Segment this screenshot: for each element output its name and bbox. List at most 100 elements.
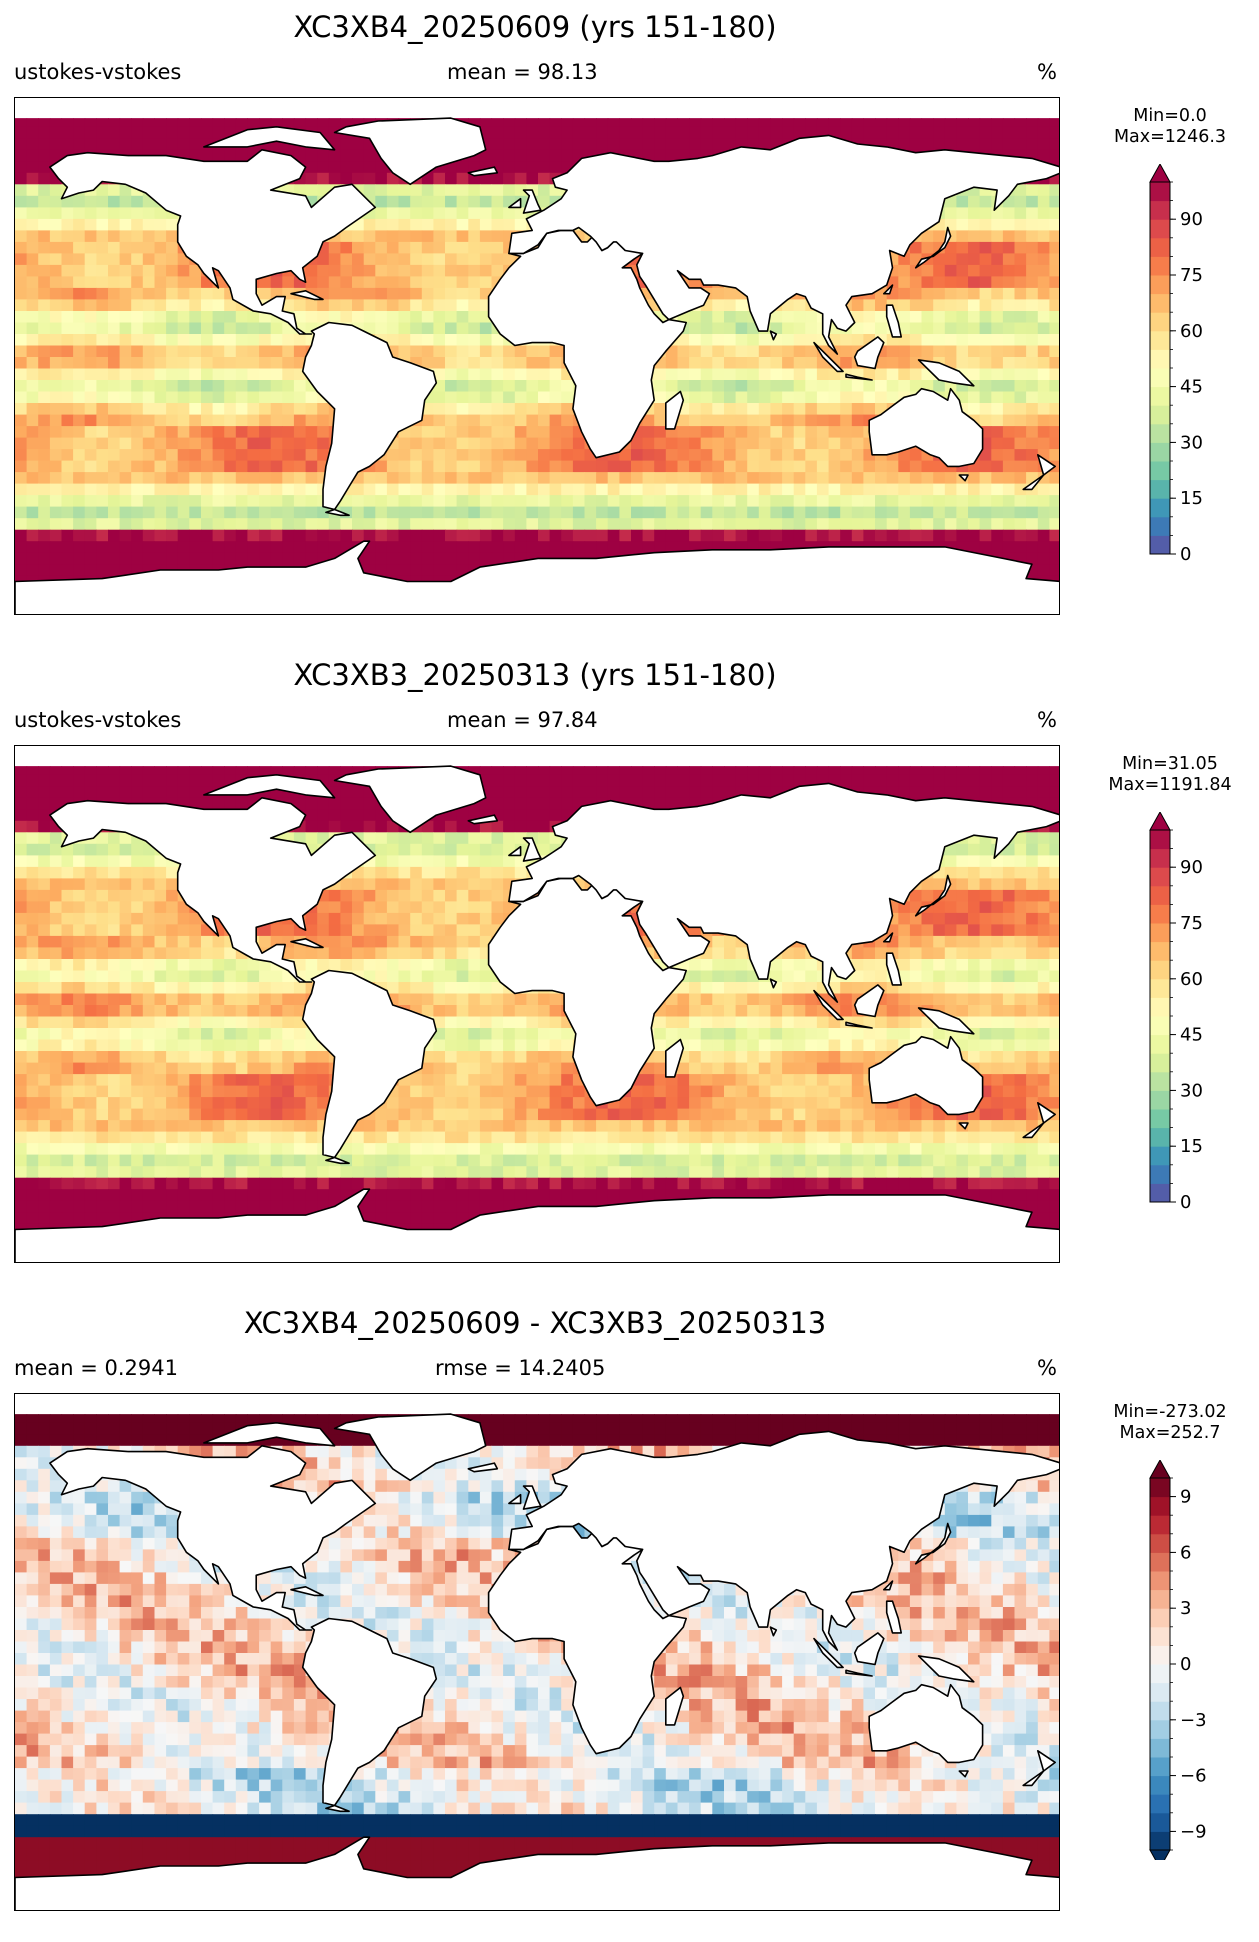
colorbar-segment	[1150, 517, 1170, 536]
colorbar-segment	[1150, 480, 1170, 499]
colorbar-segment	[1150, 997, 1170, 1016]
mean-label: mean = 0.2941	[14, 1356, 178, 1380]
colorbar-segment	[1150, 942, 1170, 961]
map-panel-2: XC3XB3_20250313 (yrs 151-180) ustokes-vs…	[0, 648, 1259, 1294]
colorbar-segment	[1150, 1146, 1170, 1165]
colorbar-segment	[1150, 849, 1170, 868]
panel-title: XC3XB4_20250609 - XC3XB3_20250313	[0, 1306, 1070, 1340]
colorbar-segment	[1150, 1552, 1170, 1571]
colorbar-segment	[1150, 1701, 1170, 1720]
colorbar-tick-label: 0	[1180, 1654, 1191, 1675]
variable-label: ustokes-vstokes	[14, 708, 181, 732]
world-map	[14, 1393, 1060, 1911]
colorbar-tick-label: −6	[1180, 1766, 1207, 1787]
map-canvas	[15, 1394, 1060, 1911]
map-canvas	[15, 746, 1060, 1263]
colorbar-tick-label: 60	[1180, 969, 1203, 990]
colorbar-segment	[1150, 1128, 1170, 1147]
colorbar-segment	[1150, 535, 1170, 554]
colorbar-tick-label: 75	[1180, 265, 1203, 286]
colorbar-segment	[1150, 1683, 1170, 1702]
colorbar-segment	[1150, 1608, 1170, 1627]
colorbar-segment	[1150, 1109, 1170, 1128]
units-label: %	[1037, 60, 1057, 84]
max-label: Max=1246.3	[1080, 127, 1259, 148]
colorbar-segment	[1150, 424, 1170, 443]
colorbar-segment	[1150, 201, 1170, 220]
colorbar-segment	[1150, 238, 1170, 257]
colorbar-tick-label: 90	[1180, 209, 1203, 230]
min-max-label: Min=31.05 Max=1191.84	[1080, 754, 1259, 796]
colorbar-segment	[1150, 830, 1170, 849]
colorbar-segment	[1150, 1813, 1170, 1832]
colorbar-segment	[1150, 904, 1170, 923]
colorbar-tick-label: 0	[1180, 1192, 1191, 1212]
colorbar-tick-label: 30	[1180, 432, 1203, 453]
colorbar-segment	[1150, 1738, 1170, 1757]
colorbar-segment	[1150, 1072, 1170, 1091]
max-label: Max=252.7	[1080, 1423, 1259, 1444]
colorbar-segment	[1150, 1571, 1170, 1590]
colorbar-tick-label: 15	[1180, 488, 1203, 509]
colorbar-segment	[1150, 1757, 1170, 1776]
colorbar-segment	[1150, 1053, 1170, 1072]
colorbar-segment	[1150, 275, 1170, 294]
colorbar-segment	[1150, 1090, 1170, 1109]
colorbar-segment	[1150, 294, 1170, 313]
colorbar-segment	[1150, 1664, 1170, 1683]
colorbar-segment	[1150, 1645, 1170, 1664]
units-label: %	[1037, 708, 1057, 732]
panel-title: XC3XB3_20250313 (yrs 151-180)	[0, 658, 1070, 692]
colorbar-extend-max	[1150, 164, 1170, 182]
colorbar-extend-min	[1150, 1850, 1170, 1860]
map-panel-3: XC3XB4_20250609 - XC3XB3_20250313 mean =…	[0, 1296, 1259, 1942]
colorbar-segment	[1150, 1590, 1170, 1609]
colorbar-segment	[1150, 1016, 1170, 1035]
colorbar-segment	[1150, 405, 1170, 424]
mean-label: mean = 98.13	[447, 60, 598, 84]
colorbar-segment	[1150, 886, 1170, 905]
colorbar-segment	[1150, 368, 1170, 387]
colorbar-segment	[1150, 979, 1170, 998]
colorbar-tick-label: 0	[1180, 544, 1191, 564]
colorbar-segment	[1150, 1534, 1170, 1553]
colorbar-tick-label: 60	[1180, 321, 1203, 342]
map-panel-1: XC3XB4_20250609 (yrs 151-180) ustokes-vs…	[0, 0, 1259, 646]
min-label: Min=0.0	[1080, 106, 1259, 127]
mean-label: mean = 97.84	[447, 708, 598, 732]
colorbar-segment	[1150, 1720, 1170, 1739]
colorbar-extend-max	[1150, 1460, 1170, 1478]
colorbar-extend-max	[1150, 812, 1170, 830]
panel-title: XC3XB4_20250609 (yrs 151-180)	[0, 10, 1070, 44]
colorbar-tick-label: −9	[1180, 1821, 1207, 1842]
colorbar-segment	[1150, 349, 1170, 368]
colorbar-segment	[1150, 219, 1170, 238]
world-map	[14, 97, 1060, 615]
world-map	[14, 745, 1060, 1263]
colorbar-tick-label: 75	[1180, 913, 1203, 934]
colorbar-segment	[1150, 331, 1170, 350]
map-canvas	[15, 98, 1060, 615]
variable-label: ustokes-vstokes	[14, 60, 181, 84]
colorbar-segment	[1150, 1035, 1170, 1054]
units-label: %	[1037, 1356, 1057, 1380]
colorbar-segment	[1150, 1831, 1170, 1850]
rmse-label: rmse = 14.2405	[435, 1356, 605, 1380]
colorbar-tick-label: 45	[1180, 1025, 1203, 1046]
colorbar-tick-label: 3	[1180, 1598, 1191, 1619]
colorbar-segment	[1150, 867, 1170, 886]
colorbar-segment	[1150, 1794, 1170, 1813]
colorbar-segment	[1150, 960, 1170, 979]
colorbar-segment	[1150, 256, 1170, 275]
min-max-label: Min=0.0 Max=1246.3	[1080, 106, 1259, 148]
colorbar-segment	[1150, 498, 1170, 517]
colorbar-tick-label: −3	[1180, 1710, 1207, 1731]
colorbar-tick-label: 15	[1180, 1136, 1203, 1157]
min-label: Min=-273.02	[1080, 1402, 1259, 1423]
colorbar-tick-label: 30	[1180, 1080, 1203, 1101]
colorbar-segment	[1150, 1776, 1170, 1795]
colorbar-segment	[1150, 182, 1170, 201]
colorbar-segment	[1150, 442, 1170, 461]
